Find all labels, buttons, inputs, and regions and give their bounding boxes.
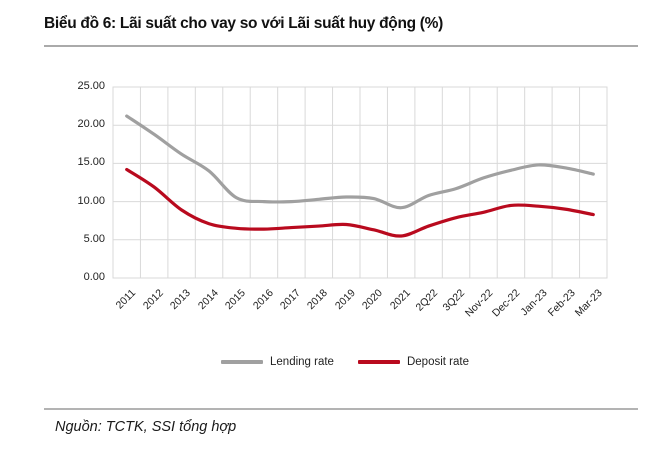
y-tick-label: 0.00 [83,271,105,283]
y-tick-label: 5.00 [83,232,105,245]
legend-line-swatch [221,360,264,364]
y-tick-label: 15.00 [77,156,105,169]
title-divider [44,45,638,47]
chart-legend: Lending rate Deposit rate [40,356,650,368]
legend-line-swatch [357,360,400,364]
chart-area: 0.00 5.00 10.00 15.00 20.00 25.00 2011 2012 2013… [40,80,650,368]
legend-item: Lending rate [221,356,334,368]
y-tick-label: 10.00 [77,194,105,207]
plot-border [112,86,608,279]
lending-rate-line [125,114,595,210]
deposit-rate-line [125,167,595,238]
y-tick-label: 25.00 [77,80,105,92]
legend-label: Lending rate [270,356,334,368]
legend-label: Deposit rate [406,356,469,368]
legend-item: Deposit rate [357,356,469,368]
footer-divider [44,408,638,410]
y-tick-label: 20.00 [77,118,105,131]
source-note: Nguồn: TCTK, SSI tổng hợp [55,419,237,435]
chart-title: Biểu đồ 6: Lãi suất cho vay so với Lãi s… [44,15,444,32]
chart-canvas [112,86,608,279]
